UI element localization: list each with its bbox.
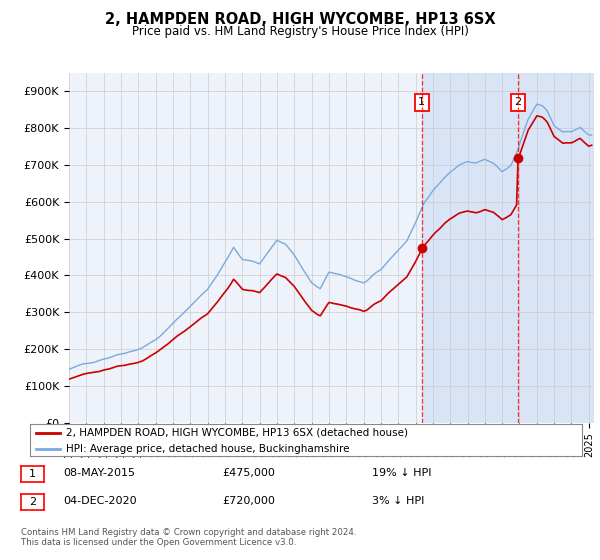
Text: £475,000: £475,000	[222, 468, 275, 478]
Text: 2, HAMPDEN ROAD, HIGH WYCOMBE, HP13 6SX (detached house): 2, HAMPDEN ROAD, HIGH WYCOMBE, HP13 6SX …	[66, 428, 408, 438]
Bar	[422, 73, 593, 423]
Text: 04-DEC-2020: 04-DEC-2020	[63, 496, 137, 506]
Text: 08-MAY-2015: 08-MAY-2015	[63, 468, 135, 478]
Text: HPI: Average price, detached house, Buckinghamshire: HPI: Average price, detached house, Buck…	[66, 444, 349, 454]
Text: Contains HM Land Registry data © Crown copyright and database right 2024.: Contains HM Land Registry data © Crown c…	[21, 528, 356, 536]
Text: 2: 2	[29, 497, 36, 507]
Text: This data is licensed under the Open Government Licence v3.0.: This data is licensed under the Open Gov…	[21, 538, 296, 547]
Text: 19% ↓ HPI: 19% ↓ HPI	[372, 468, 431, 478]
Text: Price paid vs. HM Land Registry's House Price Index (HPI): Price paid vs. HM Land Registry's House …	[131, 25, 469, 38]
Text: 3% ↓ HPI: 3% ↓ HPI	[372, 496, 424, 506]
Text: 2: 2	[515, 97, 521, 108]
Text: 1: 1	[29, 469, 36, 479]
Text: 1: 1	[418, 97, 425, 108]
Text: 2, HAMPDEN ROAD, HIGH WYCOMBE, HP13 6SX: 2, HAMPDEN ROAD, HIGH WYCOMBE, HP13 6SX	[104, 12, 496, 27]
Text: £720,000: £720,000	[222, 496, 275, 506]
